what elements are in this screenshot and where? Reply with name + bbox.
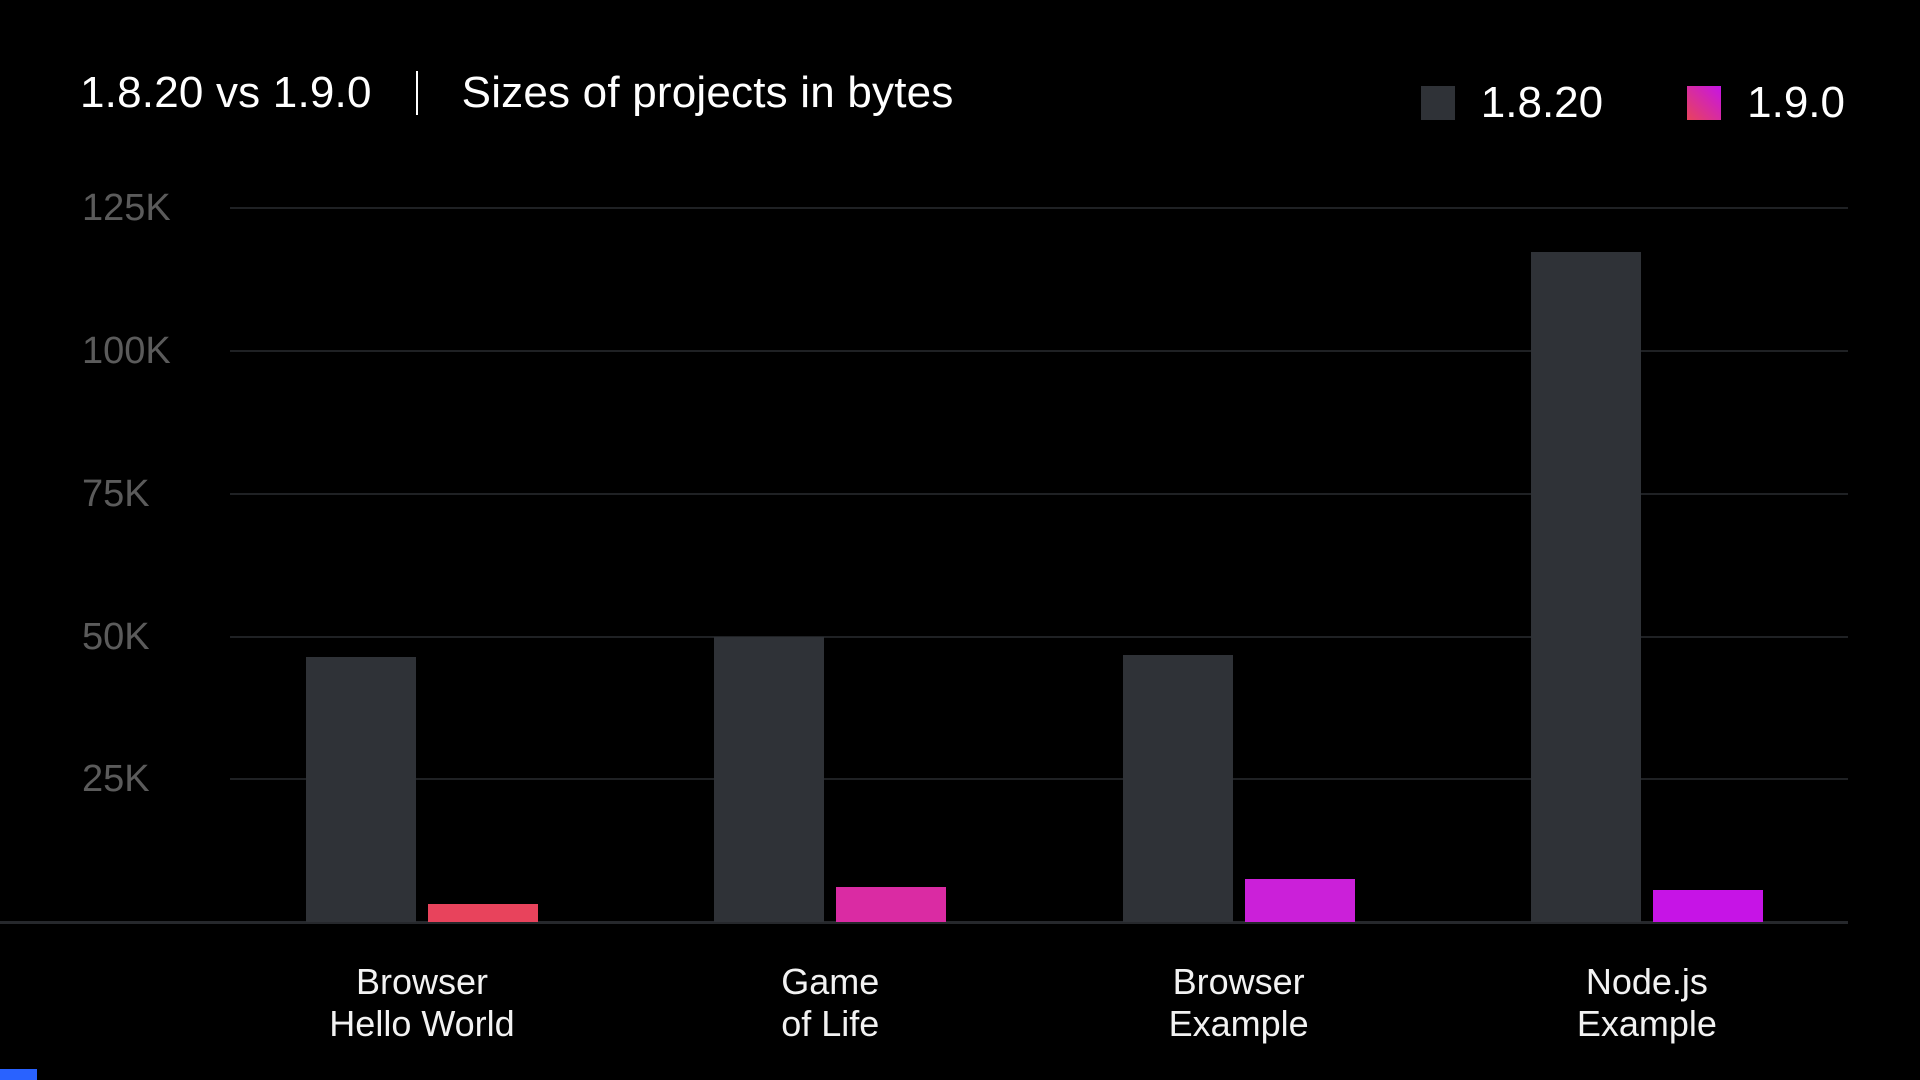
y-axis-tick-25K: 25K	[82, 758, 150, 801]
x-axis-label-game-oflife: Game of Life	[781, 961, 880, 1044]
gridline-25K	[230, 778, 1848, 781]
x-axis-line	[0, 921, 1848, 924]
bar-1.9.0-browser-example	[1244, 879, 1355, 922]
gridline-50K	[230, 635, 1848, 638]
gridline-75K	[230, 492, 1848, 495]
y-axis-tick-50K: 50K	[82, 615, 150, 658]
y-axis-tick-100K: 100K	[82, 330, 171, 372]
bar-1.9.0-browser-helloworld	[428, 904, 538, 922]
legend-swatch-1820	[1420, 86, 1455, 120]
legend-label-1820: 1.8.20	[1480, 78, 1604, 127]
chart-title: 1.8.20 vs 1.9.0 Sizes of projects in byt…	[80, 68, 954, 118]
bar-1.8.20-browser-example	[1122, 655, 1233, 922]
x-axis-label-browser-helloworld: Browser Hello World	[329, 961, 515, 1044]
gridline-100K	[230, 350, 1848, 352]
corner-accent	[0, 1069, 37, 1080]
title-description: Sizes of projects in bytes	[461, 68, 954, 117]
y-axis-tick-125K: 125K	[82, 187, 171, 230]
bar-1.8.20-browser-helloworld	[306, 657, 416, 922]
title-divider	[415, 71, 418, 115]
legend-item-1820: 1.8.20	[1420, 78, 1604, 128]
title-version-comparison: 1.8.20 vs 1.9.0	[80, 68, 372, 117]
legend: 1.8.20 1.9.0	[1420, 78, 1845, 128]
bar-1.8.20-game-oflife	[714, 637, 825, 922]
x-axis-label-browser-example: Browser Example	[1168, 961, 1309, 1044]
x-axis-label-nodejs-example: Node.js Example	[1576, 961, 1717, 1044]
legend-item-190: 1.9.0	[1687, 78, 1845, 128]
legend-label-190: 1.9.0	[1747, 78, 1845, 127]
y-axis-tick-75K: 75K	[82, 472, 150, 515]
bar-1.9.0-nodejs-example	[1652, 890, 1763, 922]
legend-swatch-190	[1687, 86, 1722, 120]
bar-1.8.20-nodejs-example	[1530, 252, 1641, 922]
bar-1.9.0-game-oflife	[836, 887, 947, 922]
gridline-125K	[230, 207, 1848, 210]
